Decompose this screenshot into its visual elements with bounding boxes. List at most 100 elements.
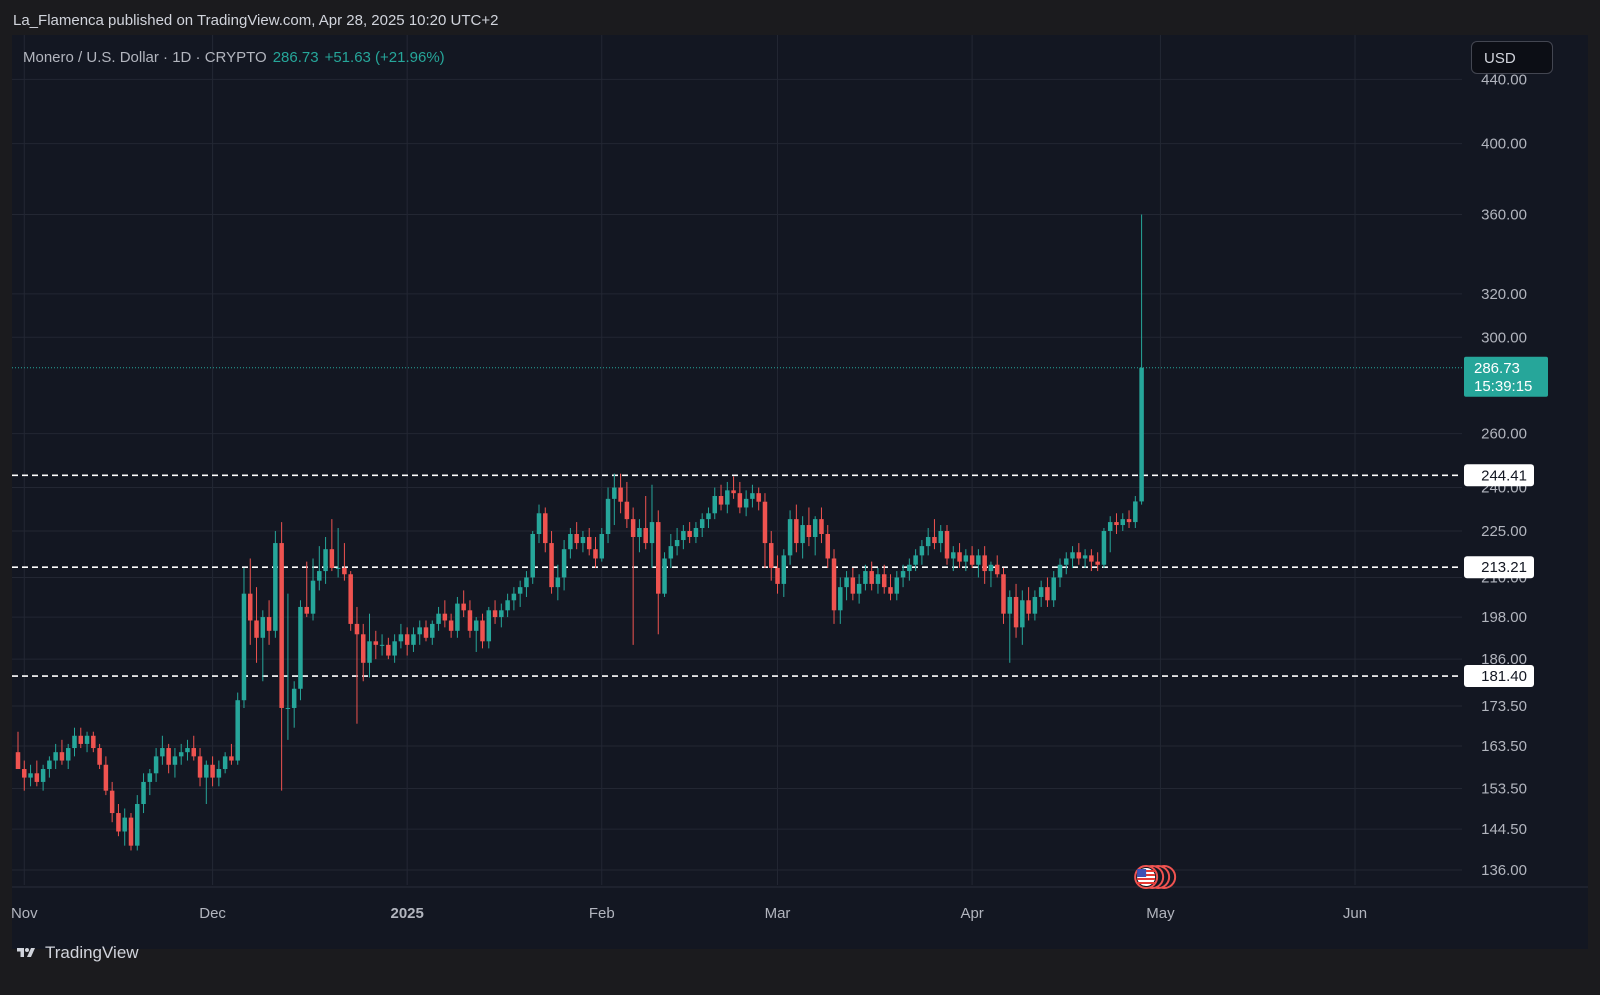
candle-body	[404, 634, 410, 645]
candle-body	[417, 627, 422, 635]
footer-brand[interactable]: TradingView	[45, 943, 139, 962]
candle-body	[191, 748, 197, 757]
candlestick-chart[interactable]: 440.00400.00360.00320.00300.00260.00240.…	[12, 35, 1588, 949]
candle-body	[982, 555, 987, 572]
candle-body	[103, 764, 109, 791]
x-tick-label: May	[1146, 905, 1175, 922]
candle-body	[15, 752, 21, 770]
candle-body	[78, 735, 84, 744]
candle-body	[153, 756, 159, 774]
candle-body	[750, 493, 755, 499]
candle-body	[969, 555, 975, 565]
candle-body	[72, 735, 77, 749]
candle-body	[643, 528, 648, 544]
candle-body	[455, 603, 460, 631]
candle-body	[762, 501, 768, 544]
y-tick-label: 144.50	[1481, 821, 1527, 838]
candle-body	[649, 522, 655, 544]
candle-body	[699, 519, 705, 529]
time-axis[interactable]: Nov Dec 2025 Feb Mar Apr May Jun	[12, 905, 1367, 922]
candle-body	[574, 533, 579, 544]
candle-body	[135, 804, 140, 846]
y-tick-label: 400.00	[1481, 136, 1527, 153]
candle-body	[725, 490, 730, 505]
tradingview-logo-icon[interactable]	[13, 946, 39, 960]
candle-body	[360, 634, 366, 663]
candle-body	[850, 577, 856, 594]
y-tick-label: 260.00	[1481, 426, 1527, 443]
candle-body	[712, 496, 718, 514]
candle-body	[367, 641, 372, 663]
currency-button[interactable]: USD	[1471, 41, 1553, 74]
level-label: 181.40	[1481, 668, 1527, 685]
candle-body	[34, 773, 40, 782]
candle-body	[756, 493, 761, 502]
candle-body	[22, 769, 27, 778]
candle-body	[178, 752, 184, 757]
candle-body	[47, 760, 52, 770]
candle-body	[731, 490, 736, 494]
candle-body	[499, 610, 504, 618]
candle-body	[317, 571, 322, 581]
candle-body	[988, 564, 994, 572]
candle-body	[329, 549, 335, 568]
candle-body	[825, 533, 830, 559]
candle-body	[536, 513, 542, 534]
candle-body	[517, 587, 523, 594]
candle-body	[907, 564, 912, 572]
candle-body	[612, 487, 617, 499]
candle-body	[1095, 561, 1100, 565]
candle-body	[266, 617, 272, 631]
y-tick-label: 173.50	[1481, 698, 1527, 715]
candle-body	[354, 623, 360, 635]
candle-body	[141, 781, 146, 805]
x-tick-label: Apr	[960, 905, 983, 922]
candle-body	[335, 567, 341, 569]
candle-body	[59, 752, 65, 761]
candle-body	[473, 620, 479, 631]
candle-body	[674, 540, 680, 547]
candle-body	[718, 496, 724, 505]
candle-body	[448, 620, 454, 631]
candle-body	[1139, 367, 1144, 502]
candle-body	[1045, 587, 1050, 601]
candle-body	[806, 525, 812, 538]
chart-pane[interactable]: 440.00 400.00 360.00 320.00 300.00 260.00 240.…	[12, 35, 1588, 949]
candle-body	[1038, 587, 1044, 597]
candle-body	[1064, 558, 1069, 565]
candle-body	[185, 748, 190, 753]
candle-body	[881, 574, 887, 588]
symbol-description: Monero / U.S. Dollar · 1D · CRYPTO	[23, 49, 267, 66]
candle-body	[844, 577, 849, 588]
level-label: 244.41	[1481, 467, 1527, 484]
flag-canton	[1137, 869, 1147, 877]
candle-body	[656, 522, 661, 594]
candle-body	[398, 634, 404, 642]
candle-body	[1057, 564, 1063, 578]
candle-body	[116, 813, 121, 832]
candle-body	[197, 756, 203, 778]
candle-body	[166, 748, 171, 765]
candle-body	[436, 613, 441, 624]
candle-body	[442, 613, 448, 621]
price-change: +51.63 (+21.96%)	[324, 49, 445, 66]
candle-body	[273, 543, 278, 631]
us-flag-event-icon[interactable]	[1134, 865, 1177, 889]
candle-body	[285, 707, 291, 709]
candle-body	[386, 644, 391, 656]
candle-body	[549, 543, 554, 588]
level-label-box	[1464, 556, 1534, 579]
x-tick-label: Mar	[765, 905, 791, 922]
symbol-legend: Monero / U.S. Dollar · 1D · CRYPTO 286.73…	[23, 49, 445, 66]
price-axis[interactable]: 440.00400.00360.00320.00300.00260.00240.…	[1464, 71, 1548, 879]
y-tick-label: 186.00	[1481, 651, 1527, 668]
candle-body	[800, 525, 805, 544]
candle-body	[888, 587, 893, 594]
candle-body	[304, 606, 309, 614]
candle-body	[768, 543, 774, 568]
candle-body	[392, 641, 397, 656]
candle-body	[204, 764, 209, 778]
candle-body	[279, 543, 284, 708]
countdown-label: 15:39:15	[1474, 378, 1532, 395]
x-tick-label: 2025	[390, 905, 423, 922]
